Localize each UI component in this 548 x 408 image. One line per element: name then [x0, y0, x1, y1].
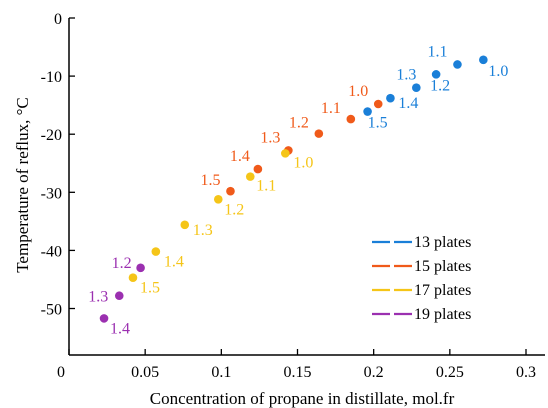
data-point [386, 93, 395, 103]
data-label: 1.3 [396, 67, 416, 84]
data-label: 1.1 [256, 178, 276, 195]
data-label: 1.2 [289, 115, 309, 132]
y-tick-label: -10 [41, 69, 62, 86]
data-label: 1.3 [88, 289, 108, 306]
legend-label: 15 plates [414, 258, 471, 275]
data-point [281, 149, 290, 158]
data-label: 1.0 [348, 83, 368, 100]
y-tick-label: -30 [41, 185, 62, 202]
data-point [412, 83, 421, 93]
data-label: 1.3 [193, 222, 213, 239]
data-labels: 1.51.41.31.21.11.01.51.41.31.21.11.01.51… [88, 43, 508, 337]
data-point [245, 172, 255, 181]
x-tick-label: 0.3 [516, 364, 536, 381]
x-tick-label: 0.25 [436, 364, 464, 381]
legend: 13 plates 15 plates 17 plates 19 plates [372, 234, 471, 323]
data-point [128, 273, 138, 283]
y-axis-label: Temperature of reflux, °C [13, 97, 32, 273]
y-tick-label: -20 [41, 127, 62, 144]
data-label: 1.2 [224, 201, 244, 218]
data-label: 1.4 [110, 320, 130, 337]
x-tick-label: 0.15 [284, 364, 312, 381]
y-tick-label: -40 [41, 243, 62, 260]
data-label: 1.3 [260, 129, 280, 146]
legend-label: 19 plates [414, 306, 471, 323]
x-tick-label: 0 [57, 364, 65, 381]
y-tick-label: 0 [54, 11, 62, 28]
data-point [180, 220, 190, 230]
data-point [114, 291, 124, 301]
legend-label: 13 plates [414, 234, 471, 251]
data-point [479, 55, 488, 65]
x-tick-label: 0.05 [131, 364, 159, 381]
data-label: 1.5 [140, 280, 160, 297]
data-label: 1.0 [488, 63, 508, 80]
data-point [363, 107, 372, 116]
data-point [136, 263, 145, 273]
y-tick-label: -50 [41, 302, 62, 319]
data-label: 1.2 [112, 255, 132, 272]
data-point [151, 247, 161, 256]
data-label: 1.0 [293, 154, 313, 171]
x-ticks: 0 0.05 0.1 0.15 0.2 0.25 0.3 [57, 349, 536, 381]
x-tick-label: 0.1 [211, 364, 231, 381]
data-label: 1.5 [200, 172, 220, 189]
data-label: 1.1 [321, 100, 341, 117]
data-point [346, 114, 356, 124]
data-point [453, 60, 462, 69]
legend-label: 17 plates [414, 282, 471, 299]
data-label: 1.4 [164, 254, 184, 271]
data-point [253, 164, 263, 174]
x-axis-label: Concentration of propane in distillate, … [150, 389, 455, 408]
x-tick-label: 0.2 [364, 364, 384, 381]
data-point [373, 99, 383, 109]
data-point [99, 314, 109, 323]
axes [68, 18, 545, 356]
data-label: 1.4 [398, 95, 418, 112]
data-label: 1.2 [430, 77, 450, 94]
y-ticks: 0 -10 -20 -30 -40 -50 [41, 11, 75, 319]
data-point [226, 186, 235, 196]
data-label: 1.5 [368, 115, 388, 132]
data-point [213, 194, 223, 204]
data-points [99, 55, 488, 323]
data-point [314, 129, 324, 138]
data-label: 1.4 [230, 148, 250, 165]
data-point [431, 70, 441, 79]
data-label: 1.1 [427, 43, 447, 60]
